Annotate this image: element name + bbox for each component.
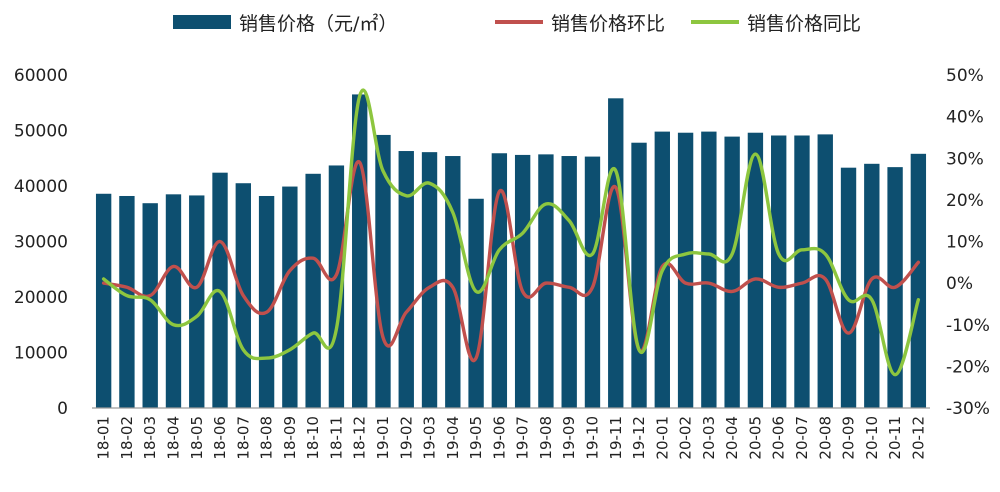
x-axis-tick-label: 19-11 <box>607 416 625 460</box>
x-axis-tick-label: 18-09 <box>281 416 299 460</box>
bar <box>817 134 833 408</box>
bar <box>840 167 857 408</box>
bar <box>538 154 554 408</box>
x-axis-tick-label: 18-10 <box>304 416 322 460</box>
right-axis-tick-label: -20% <box>946 357 990 377</box>
x-axis-tick-label: 19-09 <box>560 416 578 460</box>
left-axis-tick-label: 30000 <box>14 233 68 253</box>
bar <box>747 132 764 408</box>
x-axis-tick-label: 19-05 <box>467 416 485 460</box>
left-axis-tick-label: 20000 <box>14 288 68 308</box>
bar <box>677 132 694 408</box>
x-axis-tick-label: 19-06 <box>490 416 508 460</box>
x-axis-tick-label: 20-04 <box>723 416 741 460</box>
legend-yoy-label: 销售价格同比 <box>747 13 861 35</box>
x-axis-tick-label: 20-10 <box>863 416 881 460</box>
bar <box>282 186 298 408</box>
x-axis-tick-label: 19-02 <box>397 416 415 460</box>
left-axis-tick-label: 60000 <box>14 66 68 86</box>
yoy-line <box>101 88 921 377</box>
right-axis-tick-label: -30% <box>946 399 990 419</box>
x-axis-tick-label: 18-12 <box>351 416 369 460</box>
legend: 销售价格（元/㎡） 销售价格环比 销售价格同比 <box>173 12 861 35</box>
bar <box>771 135 787 408</box>
bar <box>561 156 577 408</box>
x-axis-tick-label: 19-01 <box>374 416 392 460</box>
left-axis-tick-label: 0 <box>57 399 68 419</box>
right-axis-tick-label: 50% <box>946 66 984 86</box>
x-axis-tick-label: 18-06 <box>211 416 229 460</box>
bar-series <box>95 94 927 409</box>
x-axis-tick-label: 19-10 <box>583 416 601 460</box>
x-axis-tick-label: 20-07 <box>793 416 811 460</box>
x-axis-tick-label: 19-03 <box>421 416 439 460</box>
mom-line <box>101 160 921 363</box>
bar <box>305 173 321 408</box>
right-axis-tick-label: 0% <box>946 274 973 294</box>
x-axis-tick-label: 20-05 <box>746 416 764 460</box>
bar <box>608 98 624 408</box>
bar <box>631 142 647 408</box>
right-axis-tick-label: 10% <box>946 233 984 253</box>
right-axis-tick-label: -10% <box>946 316 990 336</box>
bar <box>468 198 484 408</box>
bar <box>119 195 135 408</box>
bar <box>328 165 345 408</box>
x-axis-tick-label: 20-06 <box>770 416 788 460</box>
x-axis-tick-label: 20-02 <box>677 416 695 460</box>
left-axis: 0 10000 20000 30000 40000 50000 60000 <box>14 66 68 419</box>
bar <box>95 193 112 408</box>
legend-mom-label: 销售价格环比 <box>551 13 665 35</box>
x-axis-tick-label: 19-12 <box>630 416 648 460</box>
legend-price-label: 销售价格（元/㎡） <box>239 12 397 35</box>
left-axis-tick-label: 10000 <box>14 344 68 364</box>
bar <box>375 134 391 408</box>
line-series <box>101 88 921 377</box>
bar <box>864 163 880 408</box>
right-axis: -30% -20% -10% 0% 10% 20% 30% 40% 50% <box>946 66 990 419</box>
right-axis-tick-label: 30% <box>946 149 984 169</box>
left-axis-tick-label: 50000 <box>14 122 68 142</box>
x-axis-tick-label: 18-03 <box>141 416 159 460</box>
x-axis-tick-label: 19-04 <box>444 416 462 460</box>
bar <box>514 154 531 408</box>
bar <box>794 135 810 408</box>
bar <box>165 194 182 408</box>
x-axis-tick-label: 19-07 <box>514 416 532 460</box>
x-axis-tick-label: 18-04 <box>164 416 182 460</box>
x-axis: 18-01 18-02 18-03 18-04 18-05 18-06 18-07 18-08… <box>92 407 930 460</box>
bar <box>421 152 438 408</box>
bar <box>724 136 740 409</box>
x-axis-tick-label: 20-01 <box>653 416 671 460</box>
legend-swatch-bar <box>173 15 231 29</box>
x-axis-tick-label: 19-08 <box>537 416 555 460</box>
bar <box>258 195 275 408</box>
x-axis-tick-label: 20-09 <box>840 416 858 460</box>
bar <box>398 151 414 408</box>
x-axis-tick-label: 18-11 <box>327 416 345 460</box>
left-axis-tick-label: 40000 <box>14 177 68 197</box>
right-axis-tick-label: 40% <box>946 108 984 128</box>
x-axis-tick-label: 18-02 <box>118 416 136 460</box>
bar <box>910 153 927 408</box>
bar <box>189 195 205 408</box>
x-axis-tick-label: 18-05 <box>188 416 206 460</box>
x-axis-tick-label: 18-08 <box>258 416 276 460</box>
right-axis-tick-label: 20% <box>946 191 984 211</box>
x-axis-tick-label: 20-12 <box>909 416 927 460</box>
bar <box>142 203 158 408</box>
bar <box>701 131 717 409</box>
x-axis-tick-label: 20-03 <box>700 416 718 460</box>
x-axis-tick-label: 18-01 <box>95 416 113 460</box>
x-axis-tick-label: 20-11 <box>886 416 904 460</box>
x-axis-tick-label: 18-07 <box>234 416 252 460</box>
x-axis-tick-label: 20-08 <box>816 416 834 460</box>
